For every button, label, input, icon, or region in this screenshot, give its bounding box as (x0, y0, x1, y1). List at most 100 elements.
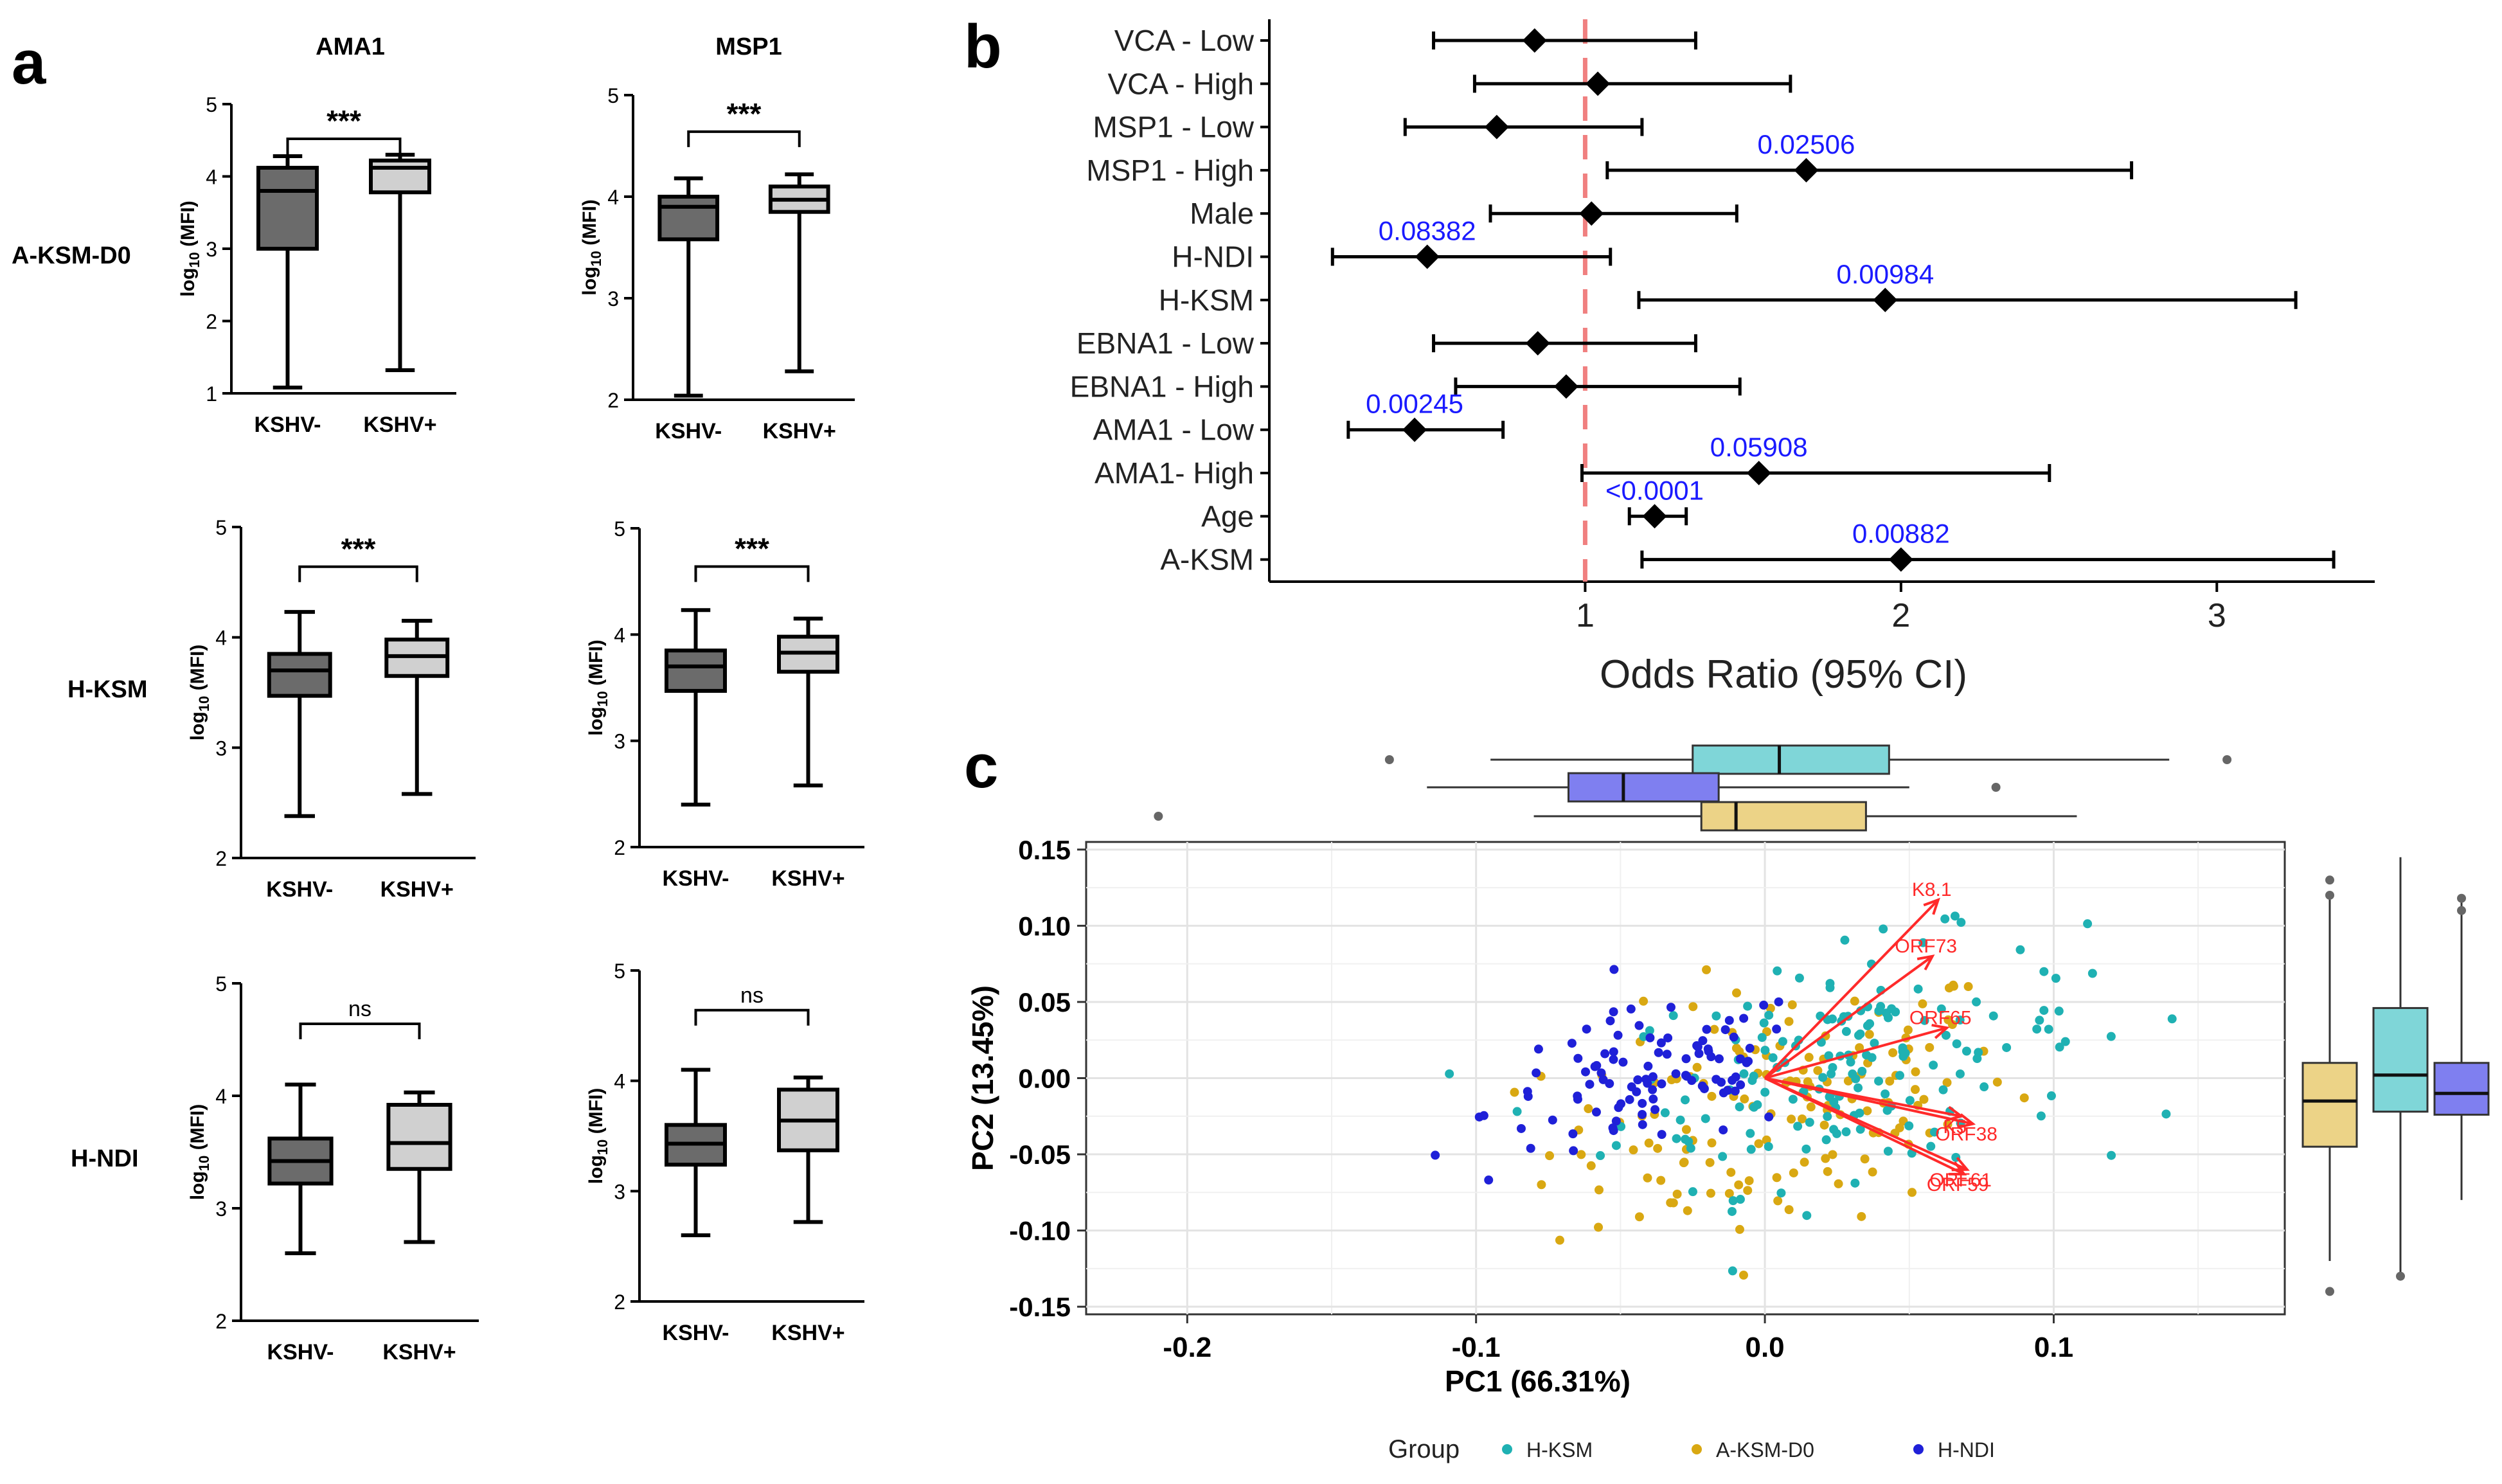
scatter-point (1908, 1188, 1917, 1197)
loading-arrow (1764, 1026, 1947, 1080)
x-tick-label: 2 (1891, 597, 1910, 634)
scatter-point (1639, 996, 1649, 1006)
legend-swatch (1913, 1444, 1924, 1454)
scatter-point (1746, 1129, 1755, 1138)
scatter-point (1573, 1091, 1582, 1101)
scatter-point (1573, 1053, 1583, 1063)
scatter-point (1857, 1211, 1866, 1221)
scatter-point (1638, 1110, 1647, 1120)
scatter-point (1882, 1105, 1892, 1115)
significance-label: *** (326, 104, 361, 138)
scatter-point (1595, 1185, 1604, 1195)
scatter-point (1743, 1186, 1753, 1195)
scatter-point (1739, 1014, 1749, 1023)
scatter-point (1681, 1134, 1690, 1144)
scatter-point (1532, 1068, 1541, 1078)
scatter-point (1672, 1134, 1681, 1143)
scatter-point (1743, 1001, 1753, 1011)
box-iqr (386, 1103, 452, 1171)
y-tick-label: -0.10 (1009, 1216, 1071, 1246)
scatter-point (2167, 1014, 2177, 1024)
x-tick-label: KSHV- (255, 413, 321, 437)
scatter-point (1736, 1080, 1746, 1089)
row-label: AMA1- High (1095, 456, 1254, 490)
scatter-point (2015, 945, 2025, 954)
loading-label: ORF73 (1895, 936, 1957, 957)
loading-arrow-head (1917, 954, 1935, 970)
scatter-point (1764, 1112, 1774, 1122)
y-tick-label: 5 (614, 517, 625, 541)
row-label-h-ndi: H-NDI (71, 1145, 139, 1172)
scatter-point (1650, 1105, 1660, 1114)
y-tick-label: 2 (614, 836, 625, 859)
p-value-label: 0.08382 (1379, 216, 1476, 246)
scatter-point (1735, 1224, 1744, 1234)
y-tick-label: 4 (614, 623, 625, 647)
scatter-point (1784, 1017, 1794, 1026)
y-tick-label: 2 (215, 847, 227, 870)
scatter-point (1881, 1089, 1890, 1099)
scatter-point (1885, 1077, 1895, 1086)
x-tick-label: KSHV+ (771, 1321, 844, 1345)
scatter-point (1711, 1011, 1721, 1021)
scatter-point (1840, 935, 1850, 945)
scatter-point (1585, 1080, 1595, 1089)
scatter-point (1605, 1016, 1615, 1026)
scatter-point (1823, 1167, 1832, 1176)
column-title-ama1: AMA1 (316, 33, 385, 60)
odds-ratio-marker (1522, 28, 1547, 53)
row-label: EBNA1 - High (1070, 370, 1254, 403)
scatter-point (1688, 1187, 1697, 1197)
scatter-point (1821, 1135, 1831, 1145)
scatter-point (1784, 1205, 1794, 1215)
scatter-point (1804, 1053, 1814, 1062)
x-tick-label: KSHV+ (380, 877, 454, 902)
scatter-point (1710, 1024, 1719, 1034)
scatter-point (1706, 1188, 1715, 1198)
scatter-point (1841, 1127, 1851, 1137)
scatter-point (2051, 974, 2060, 983)
scatter-point (1616, 1099, 1626, 1109)
scatter-point (1843, 1076, 1853, 1086)
scatter-point (1648, 1085, 1658, 1095)
panel-a-boxplots: 1 2 3 4 5 log10 (MFI) KSHV- KSHV+ *** 2 3 4 5 log10 (… (177, 84, 864, 1364)
odds-ratio-marker (1746, 461, 1771, 485)
scatter-point (1834, 1179, 1843, 1188)
x-tick-label: KSHV+ (382, 1340, 456, 1364)
marginal-box (1692, 744, 1890, 775)
scatter-point (1744, 1176, 1754, 1186)
row-label: AMA1 - Low (1093, 413, 1254, 447)
odds-ratio-marker (1579, 201, 1604, 226)
scatter-point (1863, 1106, 1872, 1116)
scatter-point (1744, 1057, 1753, 1066)
significance-bracket (298, 565, 418, 582)
scatter-point (1582, 1024, 1591, 1034)
scatter-point (1803, 1077, 1812, 1087)
scatter-point (1919, 1095, 1929, 1104)
scatter-point (1746, 1145, 1756, 1154)
scatter-point (1918, 999, 1927, 1008)
scatter-point (1860, 1154, 1870, 1164)
scatter-point (1740, 1094, 1749, 1104)
marginal-box (2372, 1006, 2429, 1113)
x-tick-label: KSHV+ (763, 419, 836, 443)
scatter-point (1765, 1003, 1775, 1013)
scatter-point (1773, 1196, 1783, 1206)
x-axis-label: Odds Ratio (95% CI) (1600, 652, 1967, 697)
scatter-point (1913, 984, 1923, 994)
scatter-point (1905, 1096, 1915, 1105)
scatter-point (1855, 1125, 1865, 1134)
scatter-point (1888, 1048, 1898, 1057)
scatter-point (2044, 1024, 2053, 1034)
scatter-point (1941, 1030, 1951, 1040)
scatter-point (1569, 1146, 1578, 1156)
scatter-point (1705, 1158, 1715, 1167)
scatter-point (1707, 1091, 1717, 1101)
scatter-point (1632, 1087, 1641, 1096)
scatter-point (1728, 1075, 1737, 1085)
loading-arrow-head (1931, 1023, 1950, 1039)
scatter-point (1645, 1033, 1655, 1042)
scatter-point (1702, 965, 1711, 974)
scatter-point (1818, 1073, 1828, 1082)
marginal-box (2433, 1062, 2490, 1116)
